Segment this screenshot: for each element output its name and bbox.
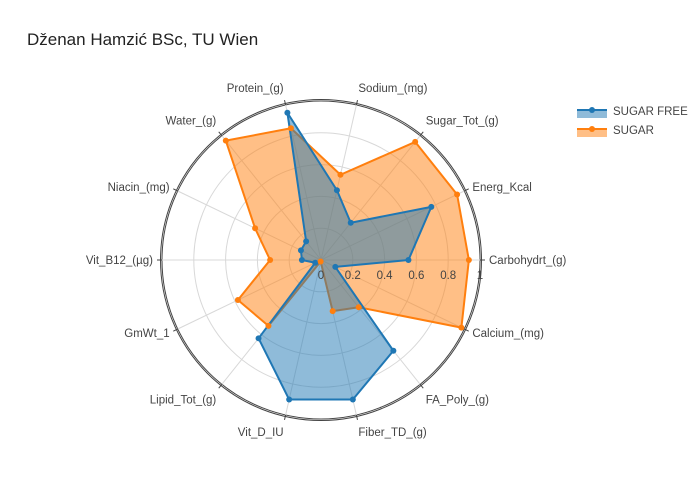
series-sugar-point[interactable] xyxy=(355,304,362,311)
series-sugar-free-point[interactable] xyxy=(297,247,304,254)
radial-tick-label: 0.2 xyxy=(345,270,361,282)
legend: SUGAR FREE SUGAR xyxy=(577,106,688,137)
legend-label: SUGAR FREE xyxy=(613,106,688,118)
series-sugar-free-point[interactable] xyxy=(284,109,291,116)
category-label: Protein_(g) xyxy=(227,83,284,95)
legend-label: SUGAR xyxy=(613,125,654,137)
series-sugar-point[interactable] xyxy=(267,257,274,263)
series-sugar-point[interactable] xyxy=(222,137,229,144)
series-sugar-point[interactable] xyxy=(412,138,419,145)
series-sugar-point[interactable] xyxy=(465,257,472,263)
series-sugar-point[interactable] xyxy=(265,322,272,329)
series-sugar-point[interactable] xyxy=(287,125,294,132)
radial-ticks: 0 0.2 0.4 0.6 0.8 1 xyxy=(318,270,483,282)
category-label: Sodium_(mg) xyxy=(358,83,427,95)
angular-tick xyxy=(464,328,469,332)
series-sugar-point[interactable] xyxy=(329,308,336,315)
category-label: Niacin_(mg) xyxy=(108,182,170,194)
angular-tick xyxy=(284,100,287,106)
series-sugar-free-point[interactable] xyxy=(298,257,305,263)
angular-tick xyxy=(355,414,358,420)
angular-tick xyxy=(173,328,178,332)
category-label: Vit_D_IU xyxy=(238,427,284,439)
category-label: FA_Poly_(g) xyxy=(426,394,489,406)
angular-tick xyxy=(218,131,223,137)
series-sugar-free-point[interactable] xyxy=(405,257,412,263)
category-label: Fiber_TD_(g) xyxy=(358,427,427,439)
category-label: Water_(g) xyxy=(166,116,217,128)
series-sugar-free-point[interactable] xyxy=(286,396,293,403)
radial-tick-label: 0.8 xyxy=(440,270,456,282)
category-label: Calcium_(mg) xyxy=(472,328,544,340)
legend-marker xyxy=(589,107,595,113)
angular-tick xyxy=(173,188,178,192)
category-labels: Carbohydrt_(g) Energ_Kcal Sugar_Tot_(g) Sod… xyxy=(86,83,567,439)
series-sugar-point[interactable] xyxy=(234,297,241,304)
category-label: Carbohydrt_(g) xyxy=(489,255,567,267)
angular-tick xyxy=(355,100,358,106)
category-label: Vit_B12_(µg) xyxy=(86,255,153,267)
angular-tick xyxy=(419,131,424,137)
series-sugar-free-point[interactable] xyxy=(390,347,397,354)
category-label: Lipid_Tot_(g) xyxy=(150,394,217,406)
legend-marker xyxy=(589,126,595,132)
series-sugar-free-point[interactable] xyxy=(332,263,339,270)
radial-tick-label: 0.4 xyxy=(377,270,394,282)
series-sugar-free-point[interactable] xyxy=(347,219,354,226)
series-sugar-point[interactable] xyxy=(252,225,259,232)
legend-swatch xyxy=(577,110,607,118)
series-sugar-free-point[interactable] xyxy=(333,187,340,194)
series-layer xyxy=(222,109,472,403)
angular-tick xyxy=(284,414,287,420)
outer-border xyxy=(160,99,482,421)
angular-tick xyxy=(464,188,469,192)
series-sugar-free-point[interactable] xyxy=(349,396,356,403)
series-sugar-point[interactable] xyxy=(458,324,465,331)
series-sugar-point[interactable] xyxy=(317,258,324,265)
angular-tick xyxy=(419,383,424,389)
series-sugar-free-point[interactable] xyxy=(303,238,310,245)
radial-tick-label: 1 xyxy=(477,270,483,282)
angular-tick xyxy=(218,383,223,389)
category-label: GmWt_1 xyxy=(124,328,169,340)
series-sugar-point[interactable] xyxy=(454,191,461,198)
series-sugar-free-point[interactable] xyxy=(255,335,262,342)
chart-title: Dženan Hamzić BSc, TU Wien xyxy=(27,30,259,49)
legend-swatch xyxy=(577,129,607,137)
legend-item-sugar-free[interactable]: SUGAR FREE xyxy=(577,106,688,118)
radial-tick-label: 0 xyxy=(318,270,324,282)
radial-tick-label: 0.6 xyxy=(408,270,424,282)
series-sugar-point[interactable] xyxy=(337,171,344,178)
legend-item-sugar[interactable]: SUGAR xyxy=(577,125,654,137)
series-sugar-free-point[interactable] xyxy=(428,203,435,210)
category-label: Sugar_Tot_(g) xyxy=(426,116,499,128)
category-label: Energ_Kcal xyxy=(472,182,531,194)
series-sugar-free-point[interactable] xyxy=(312,259,319,266)
